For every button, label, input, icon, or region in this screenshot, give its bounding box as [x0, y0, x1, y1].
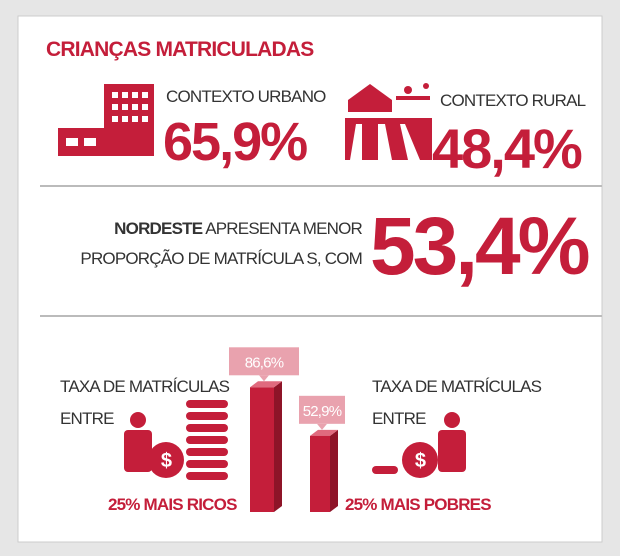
- poor-line2: ENTRE: [372, 409, 426, 428]
- urban-value: 65,9%: [163, 112, 307, 172]
- rich-group: 25% MAIS RICOS: [108, 495, 237, 514]
- bar-side: [274, 381, 282, 512]
- title: CRIANÇAS MATRICULADAS: [46, 38, 314, 61]
- rural-label: CONTEXTO RURAL: [440, 91, 586, 110]
- svg-text:$: $: [161, 450, 172, 472]
- rich-line1: TAXA DE MATRÍCULAS: [60, 377, 230, 396]
- bar-label: 86,6%: [245, 354, 284, 371]
- rich-line2: ENTRE: [60, 409, 114, 428]
- nordeste-line1: NORDESTE APRESENTA MENOR: [114, 219, 362, 238]
- bar: [250, 387, 274, 512]
- nordeste-bold: NORDESTE: [114, 219, 203, 238]
- bar-side: [330, 430, 338, 512]
- bar-label: 52,9%: [303, 403, 342, 420]
- infographic: CRIANÇAS MATRICULADAS CONTEXTO URBANO 65…: [0, 0, 620, 556]
- bar: [310, 436, 330, 512]
- poor-line1: TAXA DE MATRÍCULAS: [372, 377, 542, 396]
- poor-group: 25% MAIS POBRES: [345, 495, 491, 514]
- urban-label: CONTEXTO URBANO: [166, 87, 326, 106]
- nordeste-text: APRESENTA MENOR: [202, 219, 362, 238]
- rural-value: 48,4%: [432, 117, 582, 180]
- nordeste-value: 53,4%: [370, 201, 589, 292]
- svg-text:$: $: [415, 450, 426, 472]
- nordeste-line2: PROPORÇÃO DE MATRÍCULA S, COM: [80, 249, 362, 268]
